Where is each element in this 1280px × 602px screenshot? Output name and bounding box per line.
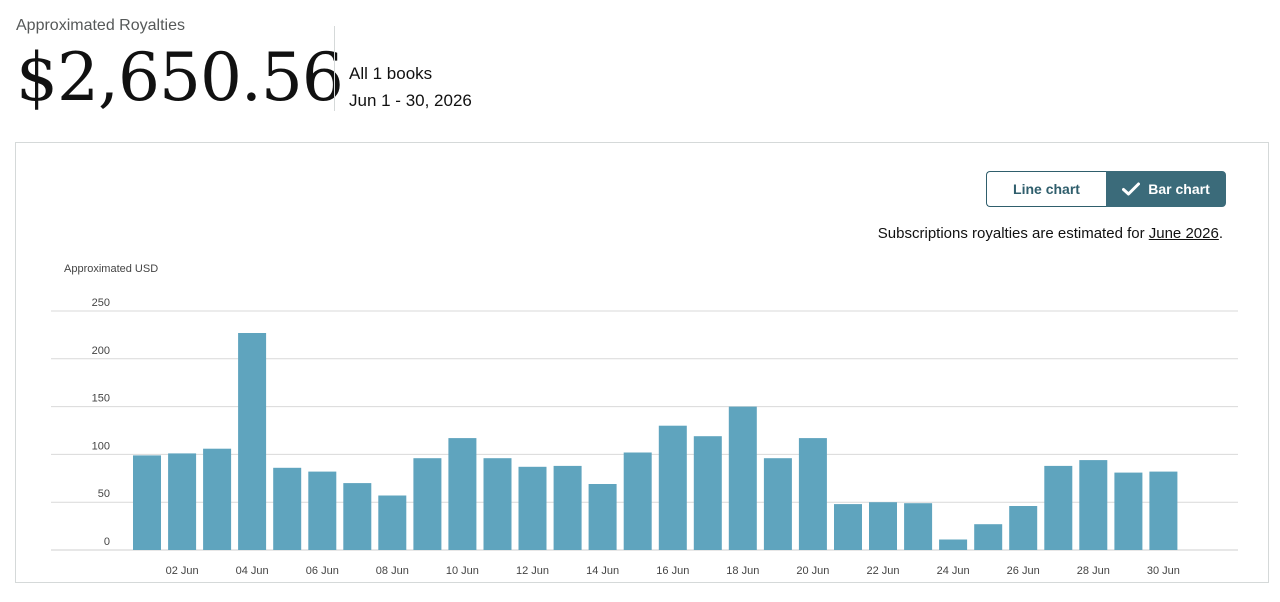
y-tick-label: 150 (92, 393, 110, 405)
date-range: Jun 1 - 30, 2026 (349, 91, 472, 110)
bar-22-jun[interactable] (869, 502, 897, 550)
bar-12-jun[interactable] (518, 466, 547, 550)
chart-type-toggle: Line chart Bar chart (986, 171, 1226, 207)
bar-26-jun[interactable] (1009, 506, 1038, 550)
bar-28-jun[interactable] (1079, 460, 1108, 550)
bar-10-jun[interactable] (448, 438, 477, 550)
y-tick-label: 0 (104, 536, 110, 548)
june-2026-link[interactable]: June 2026 (1148, 225, 1219, 242)
bar-07-jun[interactable] (343, 483, 372, 550)
royalties-label: Approximated Royalties (16, 17, 185, 34)
bar-23-jun[interactable] (904, 503, 933, 550)
header-divider (334, 26, 335, 111)
x-tick-label: 18 Jun (726, 565, 759, 577)
x-tick-label: 16 Jun (656, 565, 689, 577)
y-tick-label: 200 (92, 345, 110, 357)
bar-14-jun[interactable] (588, 484, 617, 550)
bar-11-jun[interactable] (483, 458, 512, 550)
bar-21-jun[interactable] (834, 504, 862, 550)
y-tick-label: 250 (92, 297, 110, 309)
bar-18-jun[interactable] (728, 406, 757, 550)
books-count: All 1 books (349, 64, 433, 83)
bar-27-jun[interactable] (1044, 465, 1073, 550)
note-text: Subscriptions royalties are estimated fo… (877, 225, 1149, 242)
bar-20-jun[interactable] (798, 438, 827, 550)
bar-13-jun[interactable] (553, 465, 582, 550)
x-tick-label: 14 Jun (586, 565, 619, 577)
bar-09-jun[interactable] (413, 458, 442, 550)
y-tick-label: 100 (92, 440, 110, 452)
bar-16-jun[interactable] (658, 425, 687, 550)
bar-08-jun[interactable] (378, 495, 407, 551)
bar-24-jun[interactable] (939, 539, 968, 551)
x-tick-label: 28 Jun (1077, 565, 1110, 577)
royalties-header: Approximated Royalties $2,650.56 All 1 b… (16, 16, 616, 116)
line-chart-button[interactable]: Line chart (986, 171, 1106, 207)
bar-05-jun[interactable] (273, 467, 302, 550)
x-tick-label: 02 Jun (166, 565, 199, 577)
bar-04-jun[interactable] (238, 333, 267, 550)
bar-chart-label: Bar chart (1148, 181, 1210, 197)
y-axis-label: Approximated USD (64, 263, 158, 275)
bar-25-jun[interactable] (974, 524, 1003, 550)
x-tick-label: 22 Jun (866, 565, 899, 577)
subscriptions-note: Subscriptions royalties are estimated fo… (878, 225, 1223, 242)
x-tick-label: 12 Jun (516, 565, 549, 577)
bar-01-jun[interactable] (133, 455, 161, 550)
bar-19-jun[interactable] (763, 458, 792, 550)
bar-15-jun[interactable] (623, 452, 652, 551)
chart-panel: Line chart Bar chart Subscriptions royal… (15, 142, 1269, 583)
x-tick-label: 26 Jun (1007, 565, 1040, 577)
bar-02-jun[interactable] (168, 453, 197, 550)
checkmark-icon (1122, 182, 1141, 196)
bar-chart-button[interactable]: Bar chart (1106, 171, 1226, 207)
x-tick-label: 30 Jun (1147, 565, 1180, 577)
bar-30-jun[interactable] (1149, 471, 1178, 550)
bar-29-jun[interactable] (1114, 472, 1143, 550)
bar-06-jun[interactable] (308, 471, 337, 550)
royalties-amount: $2,650.56 (16, 39, 344, 116)
note-suffix: . (1218, 225, 1223, 242)
x-tick-label: 20 Jun (796, 565, 829, 577)
y-tick-label: 50 (98, 488, 110, 500)
x-tick-label: 10 Jun (446, 565, 479, 577)
royalties-bar-chart: Approximated USD 0 50 100 150 200 250 02 Jun 0… (51, 263, 1238, 577)
x-tick-label: 08 Jun (376, 565, 409, 577)
bar-03-jun[interactable] (203, 448, 232, 550)
x-tick-label: 06 Jun (306, 565, 339, 577)
x-tick-label: 24 Jun (937, 565, 970, 577)
x-tick-label: 04 Jun (236, 565, 269, 577)
bar-17-jun[interactable] (693, 436, 722, 550)
